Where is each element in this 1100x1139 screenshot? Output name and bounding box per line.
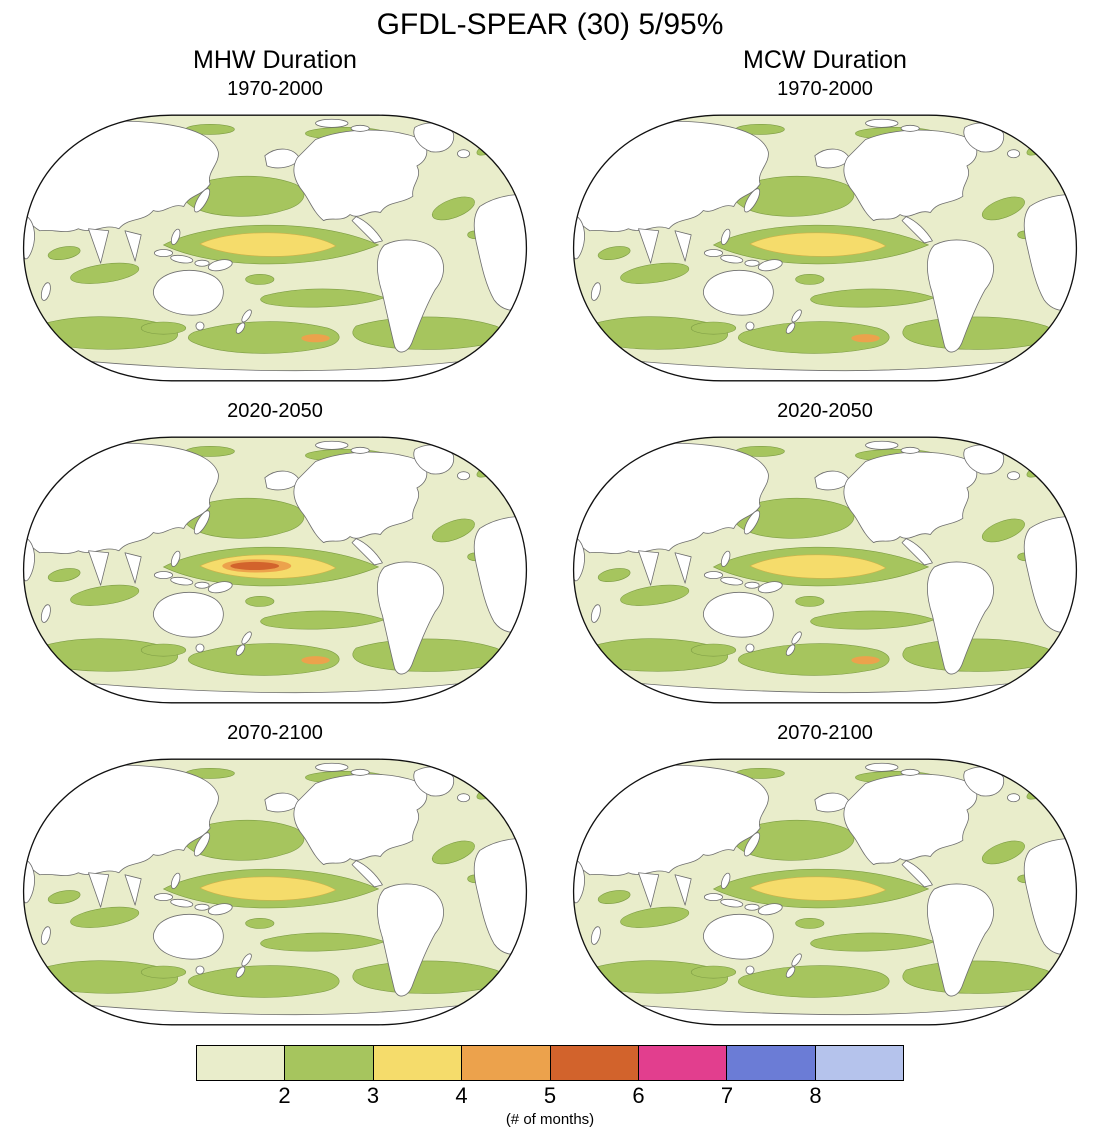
colorbar-tick-label: 5 [543, 1083, 557, 1108]
panel-mcw-1970-2000: 1970-2000 [550, 77, 1100, 395]
map-grid: 1970-2000 1970-2000 2020-2050 2020-2050 … [0, 77, 1100, 1039]
panel-title-mcw-2020-2050: 2020-2050 [777, 400, 873, 422]
colorbar-segment [637, 1046, 727, 1080]
panel-mcw-2020-2050: 2020-2050 [550, 399, 1100, 717]
panel-title-mcw-2070-2100: 2070-2100 [777, 722, 873, 744]
column-header-mcw: MCW Duration [743, 46, 907, 74]
figure-title: GFDL-SPEAR (30) 5/95% [376, 8, 724, 41]
colorbar-tick-label: 3 [366, 1083, 380, 1108]
panel-title-mhw-1970-2000: 1970-2000 [227, 78, 323, 100]
colorbar-tick-label: 8 [809, 1083, 822, 1108]
panel-mhw-1970-2000: 1970-2000 [0, 77, 550, 395]
colorbar-segment [284, 1046, 373, 1080]
colorbar-segment [372, 1046, 462, 1080]
world-map-mcw-1970-2000 [561, 101, 1089, 395]
panel-mcw-2070-2100: 2070-2100 [550, 721, 1100, 1039]
colorbar-tick-label: 2 [278, 1083, 291, 1108]
figure: GFDL-SPEAR (30) 5/95% MHW Duration MCW D… [0, 8, 1100, 1128]
colorbar-tick-label: 7 [720, 1083, 734, 1108]
column-header-mhw: MHW Duration [193, 46, 357, 74]
panel-title-mcw-1970-2000: 1970-2000 [777, 78, 873, 100]
colorbar-segment [726, 1046, 815, 1080]
colorbar-segment [814, 1046, 903, 1080]
colorbar-caption: (# of months) [505, 1111, 595, 1128]
panel-title-mhw-2070-2100: 2070-2100 [227, 722, 323, 744]
colorbar-ticks: 2 3 4 5 6 7 8 [196, 1081, 904, 1109]
column-headers: MHW Duration MCW Duration [0, 46, 1100, 75]
colorbar-segment [461, 1046, 550, 1080]
panel-mhw-2020-2050: 2020-2050 [0, 399, 550, 717]
panel-mhw-2070-2100: 2070-2100 [0, 721, 550, 1039]
colorbar: 2 3 4 5 6 7 8 (# of months) [196, 1045, 904, 1128]
world-map-mhw-2070-2100 [11, 745, 539, 1039]
colorbar-segments [196, 1045, 904, 1081]
colorbar-segment [549, 1046, 638, 1080]
world-map-mhw-2020-2050 [11, 423, 539, 717]
world-map-mcw-2070-2100 [561, 745, 1089, 1039]
colorbar-tick-label: 4 [455, 1083, 468, 1108]
colorbar-tick-label: 6 [632, 1083, 645, 1108]
colorbar-segment [197, 1046, 285, 1080]
panel-title-mhw-2020-2050: 2020-2050 [227, 400, 323, 422]
world-map-mhw-1970-2000 [11, 101, 539, 395]
world-map-mcw-2020-2050 [561, 423, 1089, 717]
